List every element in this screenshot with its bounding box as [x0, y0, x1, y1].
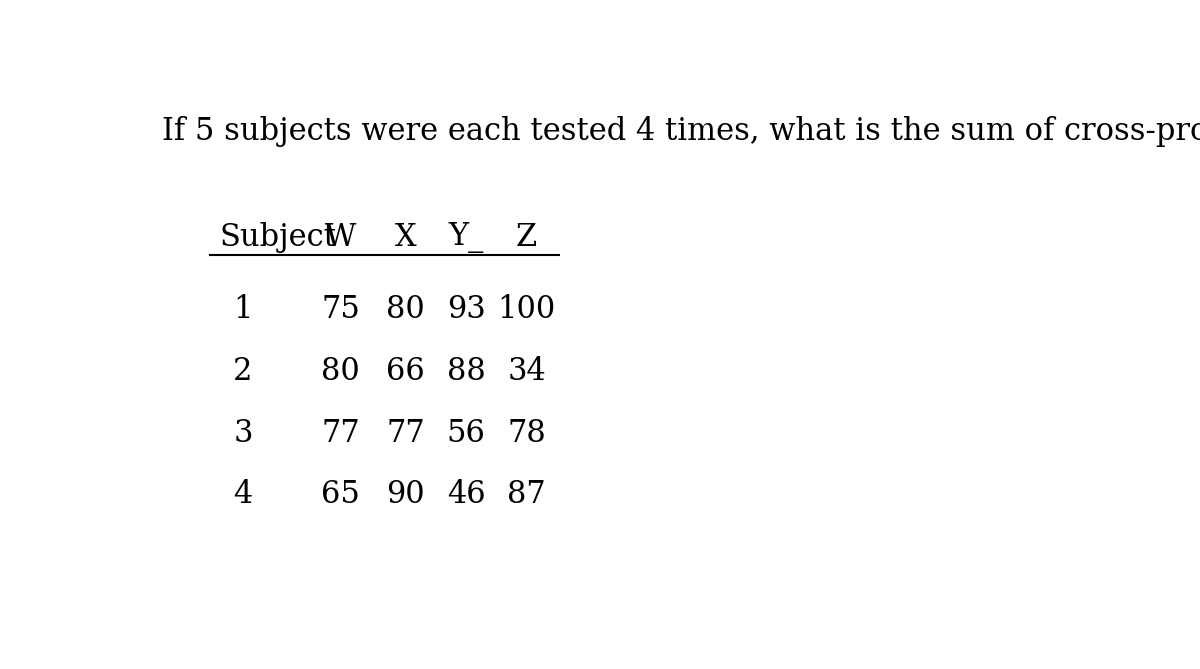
Text: 77: 77	[322, 417, 360, 449]
Text: 65: 65	[322, 480, 360, 510]
Text: Subject: Subject	[220, 222, 337, 253]
Text: 87: 87	[508, 480, 546, 510]
Text: 4: 4	[233, 480, 253, 510]
Text: 56: 56	[446, 417, 486, 449]
Text: 66: 66	[386, 356, 425, 387]
Text: 2: 2	[233, 356, 253, 387]
Text: 80: 80	[386, 294, 425, 325]
Text: W: W	[325, 222, 356, 253]
Text: 78: 78	[508, 417, 546, 449]
Text: 75: 75	[322, 294, 360, 325]
Text: 88: 88	[446, 356, 486, 387]
Text: 1: 1	[233, 294, 253, 325]
Text: 77: 77	[386, 417, 425, 449]
Text: Y_: Y_	[449, 222, 484, 253]
Text: 34: 34	[508, 356, 546, 387]
Text: 80: 80	[322, 356, 360, 387]
Text: 90: 90	[386, 480, 425, 510]
Text: Z: Z	[516, 222, 538, 253]
Text: If 5 subjects were each tested 4 times, what is the sum of cross-products: If 5 subjects were each tested 4 times, …	[162, 116, 1200, 147]
Text: 100: 100	[498, 294, 556, 325]
Text: X: X	[395, 222, 416, 253]
Text: 93: 93	[446, 294, 486, 325]
Text: 3: 3	[233, 417, 253, 449]
Text: 46: 46	[446, 480, 486, 510]
